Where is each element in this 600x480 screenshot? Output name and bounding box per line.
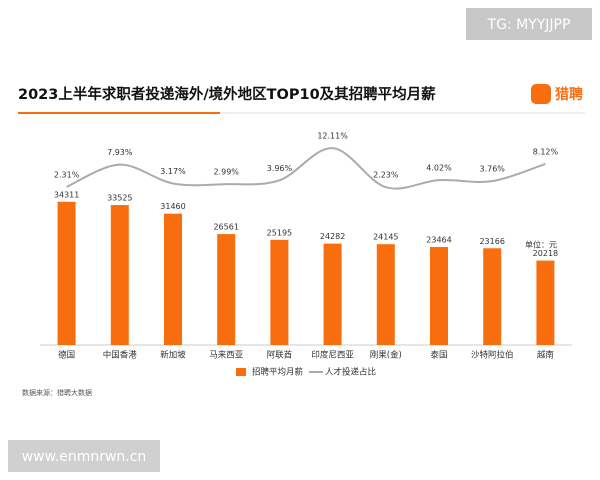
line-value-label: 3.96% (267, 164, 293, 173)
bar-value-label: 33525 (107, 194, 132, 203)
bar-value-label: 31460 (160, 202, 185, 211)
bar-value-label: 24282 (320, 232, 345, 241)
x-tick-label: 阿联酋 (267, 350, 293, 361)
line (66, 147, 546, 190)
x-tick-label: 德国 (58, 350, 75, 361)
source: 数据来源：猎聘大数据 (22, 388, 92, 397)
x-tick-label: 刚果(金) (370, 350, 402, 361)
x-tick-label: 中国香港 (103, 350, 138, 361)
bar (376, 244, 395, 345)
bar (323, 243, 342, 345)
x-tick-label: 越南 (537, 350, 554, 361)
watermark: TG: MYYJJPP (487, 17, 571, 33)
url-box (8, 440, 160, 472)
chart-title: 2023上半年求职者投递海外/境外地区TOP10及其招聘平均月薪 (18, 85, 436, 103)
watermark-box (466, 8, 592, 40)
legend-label: 招聘平均月薪 (252, 367, 304, 378)
bar-value-label: 23464 (426, 236, 451, 245)
x-tick-label: 马来西亚 (209, 351, 244, 361)
line-value-label: 4.02% (426, 164, 452, 173)
logo-icon (531, 84, 551, 104)
bar (164, 213, 182, 345)
line-value-label: 2.31% (54, 170, 80, 179)
line-value-label: 12.11% (317, 132, 348, 141)
bar (57, 201, 76, 345)
line-value-label: 7.93% (107, 148, 133, 157)
bar (430, 247, 448, 345)
bar-value-label: 24145 (373, 233, 398, 242)
url: www.enmnrwn.cn (22, 449, 147, 465)
bar-value-label: 26561 (213, 223, 238, 232)
bar (110, 205, 129, 345)
bar (270, 239, 289, 345)
legend-label: 人才投递占比 (325, 367, 376, 378)
bar (536, 260, 555, 345)
bar-value-label: 20218 (533, 249, 558, 258)
x-tick-label: 泰国 (430, 350, 447, 361)
logo: 猎聘 (555, 86, 583, 103)
line-value-label: 3.17% (160, 167, 186, 176)
bar-value-label: 25195 (267, 228, 292, 237)
bar-value-label: 34311 (54, 190, 79, 199)
bar (483, 248, 502, 345)
line-value-label: 2.23% (373, 171, 399, 180)
bar (217, 234, 236, 345)
bar-value-label: 23166 (479, 237, 504, 246)
x-tick-label: 印度尼西亚 (311, 350, 354, 361)
legend-swatch (236, 368, 246, 376)
unit-note: 单位：元 (525, 240, 557, 250)
line-value-label: 2.99% (213, 168, 239, 177)
line-value-label: 8.12% (533, 147, 559, 156)
x-tick-label: 新加坡 (160, 350, 186, 361)
x-tick-label: 沙特阿拉伯 (471, 350, 514, 361)
line-value-label: 3.76% (479, 165, 505, 174)
